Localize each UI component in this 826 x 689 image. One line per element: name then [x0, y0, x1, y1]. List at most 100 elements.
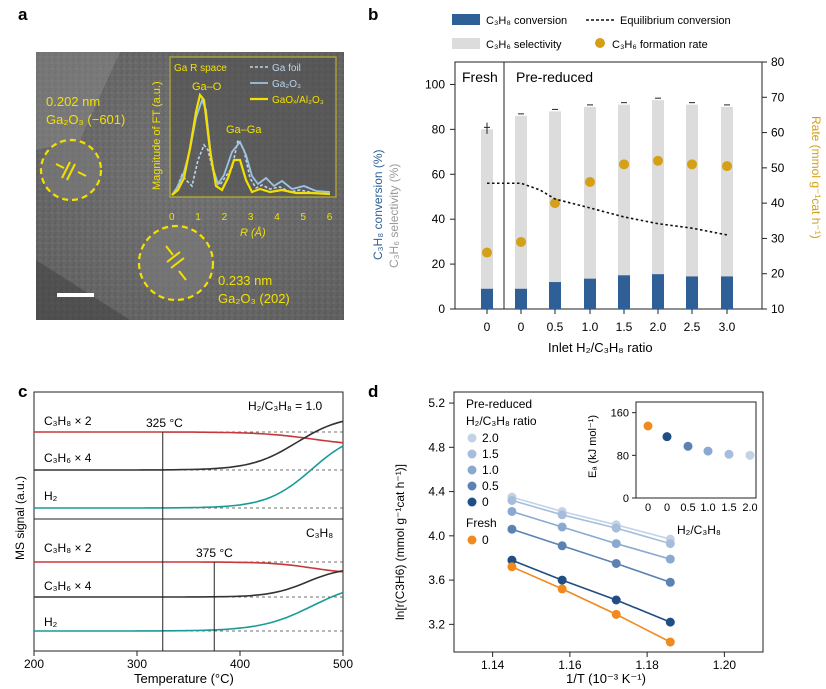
d-point-1-3	[665, 539, 675, 549]
marker-325: 325 °C	[146, 416, 183, 430]
peak-label-gao: Ga–O	[192, 81, 222, 93]
selectivity-bar-0	[481, 129, 493, 309]
inset-xtick-2: 2	[222, 212, 228, 223]
conversion-bar-2	[549, 282, 561, 309]
inset-xtick-5: 5	[301, 212, 307, 223]
inset-legend-gaox: GaOₓ/Al₂O₃	[272, 95, 324, 106]
inset-legend-foil: Ga foil	[272, 63, 301, 74]
d-x-ticklabel-2: 1.18	[635, 658, 659, 672]
d-point-2-2	[611, 539, 621, 549]
panel-b-ylabel-conversion: C₃H₈ conversion (%)	[371, 149, 385, 260]
conversion-bar-6	[686, 276, 698, 309]
annotation-2-spacing: 0.233 nm	[218, 273, 272, 288]
panel-c-top-title: H₂/C₃H₈ = 1.0	[248, 399, 323, 413]
b-left-ticklabel-2: 40	[432, 212, 446, 226]
h2-top-trace	[34, 445, 344, 509]
panel-b-frame	[454, 61, 763, 310]
b-x-ticklabel-4: 1.5	[616, 320, 633, 334]
b-x-ticklabel-3: 1.0	[582, 320, 599, 334]
trace-label-h2-top: H₂	[44, 489, 58, 503]
inset-point-2	[683, 441, 693, 451]
panel-b-ylabel-rate: Rate (mmol g⁻¹cat h⁻¹)	[809, 116, 823, 239]
b-x-ticklabel-5: 2.0	[650, 320, 667, 334]
inset-title: Ga R space	[174, 63, 227, 74]
d-point-1-0	[507, 495, 517, 505]
inset-xtick-4: 1.5	[721, 502, 736, 514]
rate-point-3	[585, 176, 595, 187]
selectivity-bar-3	[584, 106, 596, 309]
conversion-bar-7	[721, 276, 733, 309]
d-point-3-1	[557, 541, 567, 551]
b-right-ticklabel-1: 20	[771, 267, 785, 281]
d-x-ticklabel-1: 1.16	[558, 658, 582, 672]
legend-conversion: C₃H₈ conversion	[486, 15, 567, 27]
inset-legend-ga2o3: Ga₂O₃	[272, 79, 301, 90]
inset-yticklabel-0: 0	[623, 493, 629, 505]
b-right-ticklabel-6: 70	[771, 90, 785, 104]
inset-xtick-6: 6	[327, 212, 333, 223]
d-fit-line-2	[511, 510, 671, 560]
b-left-ticklabel-5: 100	[425, 77, 445, 91]
d-point-5-0	[507, 562, 517, 572]
inset-point-1	[662, 432, 672, 442]
d-point-5-3	[665, 637, 675, 647]
d-point-3-3	[665, 577, 675, 587]
legend-d-item-2-0: 2.0	[482, 431, 499, 445]
marker-375: 375 °C	[196, 546, 233, 560]
conversion-bar-4	[618, 275, 630, 309]
inset-xtick-5: 2.0	[742, 502, 757, 514]
panel-b-label: b	[368, 5, 378, 24]
b-right-ticklabel-4: 50	[771, 161, 785, 175]
panel-c-label: c	[18, 382, 27, 401]
legend-d-title1: Pre-reduced	[466, 397, 532, 411]
d-y-ticklabel-0: 3.2	[428, 617, 445, 631]
inset-ylabel: Magnitude of FT (a.u.)	[151, 81, 163, 190]
panel-c-frame	[33, 391, 344, 652]
d-point-4-3	[665, 617, 675, 627]
rate-point-2	[550, 198, 560, 209]
inset-xtick-4: 4	[274, 212, 280, 223]
b-right-ticklabel-2: 30	[771, 231, 785, 245]
selectivity-bar-6	[686, 104, 698, 309]
b-x-ticklabel-7: 3.0	[719, 320, 736, 334]
h2-bottom-trace	[34, 591, 344, 632]
trace-label-c3h6-top: C₃H₆ × 4	[44, 451, 92, 465]
c-x-ticklabel-3: 500	[333, 657, 353, 671]
legend-d-item-1-5: 1.5	[482, 447, 499, 461]
d-point-3-0	[507, 524, 517, 534]
scale-bar	[57, 293, 94, 297]
trace-label-h2-bottom: H₂	[44, 615, 58, 629]
panel-d-ylabel: ln[r(C3H6) (mmol g⁻¹cat h⁻¹)]	[393, 464, 407, 620]
inset-xtick-2: 0.5	[680, 502, 695, 514]
inset-xtick-0: 0	[645, 502, 651, 514]
d-point-4-2	[611, 595, 621, 605]
ga-foil-curve	[171, 137, 331, 196]
panel-c-xlabel: Temperature (°C)	[134, 671, 234, 686]
panel-d-inset-plot: 0 0 0.5 1.0 1.5 2.0 0 80 160	[611, 408, 758, 514]
annotation-1-plane: Ga₂O₃ (−601)	[46, 112, 125, 127]
trace-label-c3h8-bottom: C₃H₈ × 2	[44, 541, 92, 555]
panel-b-legend: C₃H₈ conversion Equilibrium conversion C…	[452, 14, 731, 51]
inset-point-4	[724, 449, 734, 459]
b-x-ticklabel-6: 2.5	[684, 320, 701, 334]
d-point-4-0	[507, 555, 517, 565]
panel-c-ylabel: MS signal (a.u.)	[13, 476, 27, 560]
d-point-5-2	[611, 609, 621, 619]
b-left-ticklabel-0: 0	[438, 302, 445, 316]
c3h6-top-trace	[34, 420, 344, 471]
d-point-2-3	[665, 554, 675, 564]
selectivity-bar-5	[652, 100, 664, 309]
d-fit-line-3	[511, 528, 671, 584]
panel-c-plot: 200 300 400 500	[24, 420, 353, 671]
d-y-ticklabel-4: 4.8	[428, 440, 445, 454]
group-label-prereduced: Pre-reduced	[516, 69, 593, 85]
gaox-curve	[171, 92, 331, 196]
rate-point-7	[722, 161, 732, 172]
conversion-bar-5	[652, 274, 664, 309]
selectivity-bar-1	[515, 115, 527, 310]
d-point-5-1	[557, 584, 567, 594]
d-y-ticklabel-5: 5.2	[428, 396, 445, 410]
inset-d-ylabel: Eₐ (kJ mol⁻¹)	[587, 415, 599, 478]
panel-d-frame	[453, 391, 764, 653]
lattice-marker-2	[165, 245, 187, 281]
